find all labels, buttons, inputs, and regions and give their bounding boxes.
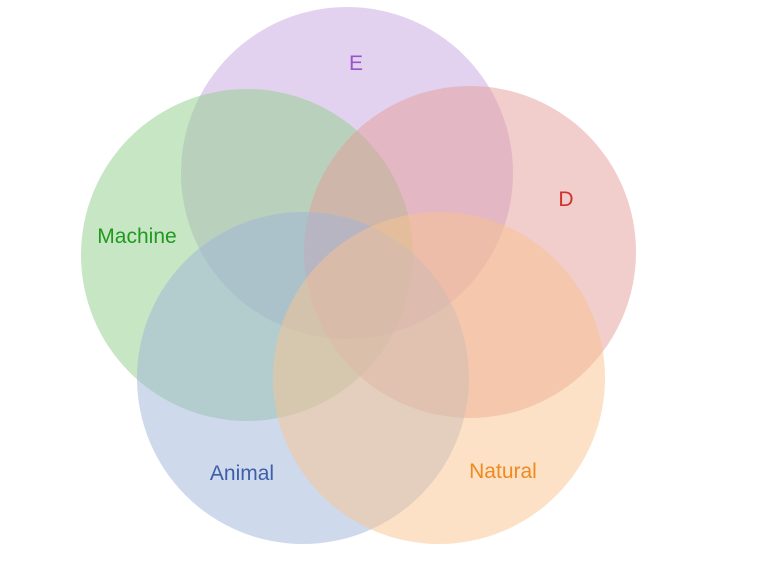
set-label-animal: Animal — [210, 462, 274, 485]
set-label-natural: Natural — [469, 460, 537, 483]
venn-circles — [81, 7, 636, 544]
set-label-e: E — [349, 52, 363, 75]
set-circle-natural — [273, 212, 605, 544]
set-label-d: D — [558, 188, 573, 211]
venn-labels: E Machine D Animal Natural — [97, 52, 573, 485]
set-label-machine: Machine — [97, 225, 176, 248]
